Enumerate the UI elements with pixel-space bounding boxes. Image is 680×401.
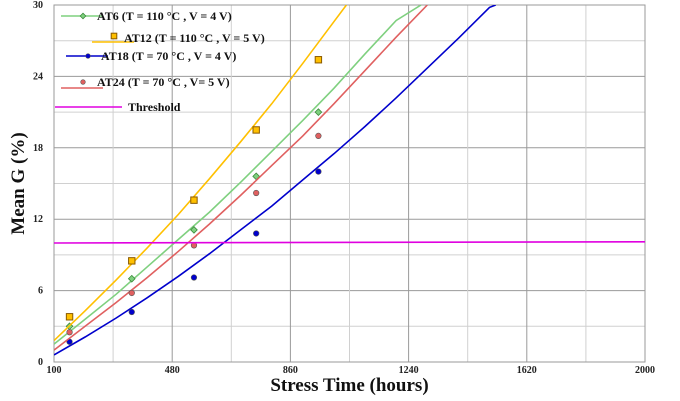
legend-item-2: AT12 (T = 110 °C , V = 5 V) xyxy=(92,31,265,45)
y-tick-label: 24 xyxy=(33,71,43,82)
y-tick-label: 30 xyxy=(33,0,43,11)
series-4-point xyxy=(128,289,135,297)
series-5 xyxy=(54,241,645,244)
series-1-point xyxy=(314,108,323,116)
x-tick-label: 480 xyxy=(165,365,180,376)
series-3 xyxy=(54,5,496,356)
x-tick-label: 1620 xyxy=(517,365,537,376)
legend-item-4: AT24 (T = 70 °C , V= 5 V) xyxy=(61,75,230,89)
legend-swatch-marker xyxy=(79,12,87,20)
series-4-point xyxy=(66,329,73,336)
x-tick-label: 2000 xyxy=(635,365,655,376)
series-3-point xyxy=(315,168,322,175)
series-4 xyxy=(54,5,428,351)
series-layer xyxy=(54,5,645,356)
plot-area-border xyxy=(53,4,646,363)
series-2 xyxy=(54,5,348,342)
legend-label: AT18 (T = 70 °C , V = 4 V) xyxy=(101,49,236,63)
series-3-point xyxy=(128,308,135,316)
series-2-fit-line xyxy=(54,5,348,342)
x-tick-label: 100 xyxy=(47,365,62,376)
series-4-fit-line xyxy=(54,5,428,351)
series-4-point xyxy=(253,189,260,197)
y-tick-label: 12 xyxy=(33,214,43,225)
series-2-point xyxy=(65,313,74,321)
series-5-fit-line xyxy=(54,241,645,244)
y-tick-label: 18 xyxy=(33,143,43,154)
legend-label: Threshold xyxy=(128,100,181,114)
legend-label: AT12 (T = 110 °C , V = 5 V) xyxy=(124,31,265,45)
series-2-point xyxy=(190,196,198,204)
legend-item-3: AT18 (T = 70 °C , V = 4 V) xyxy=(66,49,236,63)
legend-item-1: AT6 (T = 110 °C , V = 4 V) xyxy=(61,9,232,23)
series-2-point xyxy=(314,56,323,64)
legend-swatch-marker xyxy=(85,53,91,59)
x-tick-label: 1240 xyxy=(399,365,419,376)
x-axis-ticks: 100 480 860 1240 1620 2000 xyxy=(47,365,656,376)
x-tick-label: 860 xyxy=(283,365,298,376)
y-axis-ticks: 0 6 12 18 24 30 xyxy=(33,0,43,368)
legend-item-5: Threshold xyxy=(55,100,181,114)
y-axis-title: Mean G (%) xyxy=(8,132,29,234)
series-3-fit-line xyxy=(54,5,496,356)
series-1-fit-line xyxy=(54,5,422,345)
series-2-point xyxy=(128,257,136,265)
y-tick-label: 6 xyxy=(38,286,43,297)
series-3-point xyxy=(190,274,198,281)
legend-label: AT6 (T = 110 °C , V = 4 V) xyxy=(97,9,232,23)
y-tick-label: 0 xyxy=(38,357,43,368)
series-1-point xyxy=(190,226,198,234)
legend-swatch-marker xyxy=(110,32,118,40)
series-4-point xyxy=(315,132,322,139)
legend-label: AT24 (T = 70 °C , V= 5 V) xyxy=(97,75,230,89)
legend: AT6 (T = 110 °C , V = 4 V) AT12 (T = 110 … xyxy=(55,9,265,114)
series-3-point xyxy=(253,230,260,237)
x-axis-title: Stress Time (hours) xyxy=(270,375,428,396)
series-2-point xyxy=(252,126,260,134)
series-1-point xyxy=(127,274,136,283)
legend-swatch-marker xyxy=(80,79,86,85)
